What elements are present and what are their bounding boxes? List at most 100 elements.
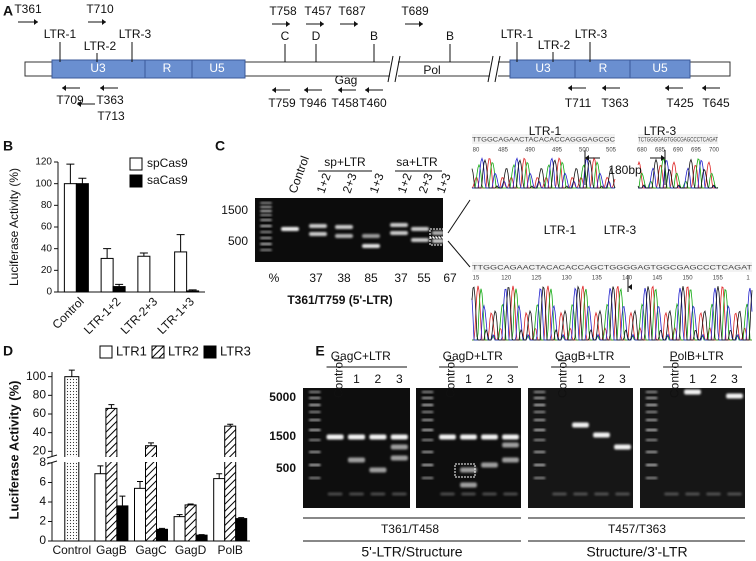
lane-label: 2 bbox=[375, 372, 382, 386]
feature-label: Gag bbox=[335, 73, 358, 87]
ladder-band bbox=[421, 439, 434, 441]
lane-label: 1 bbox=[353, 372, 360, 386]
ladder-band bbox=[308, 439, 321, 441]
bar bbox=[224, 425, 237, 542]
region-label: U5 bbox=[652, 61, 668, 75]
error-bar bbox=[137, 481, 143, 489]
gel-band bbox=[614, 444, 631, 450]
feature-label: T710 bbox=[86, 2, 114, 16]
lane-label: 2+3 bbox=[416, 171, 436, 195]
lane-label: 3 bbox=[619, 372, 626, 386]
lane-label: 3 bbox=[731, 372, 738, 386]
error-bar bbox=[97, 465, 104, 474]
feature-label: T946 bbox=[299, 96, 327, 110]
legend-label: LTR1 bbox=[116, 343, 147, 358]
error-bar bbox=[187, 503, 194, 505]
arrow-head bbox=[304, 87, 308, 93]
ladder-band bbox=[421, 464, 434, 466]
lane-label: 1+3 bbox=[367, 171, 387, 195]
gel bbox=[416, 388, 521, 508]
x-tick-label: LTR-1+2 bbox=[81, 294, 124, 337]
feature-label: B bbox=[446, 29, 454, 43]
y-tick-label: 6 bbox=[39, 475, 46, 489]
highlight-box bbox=[454, 463, 476, 478]
gel-band bbox=[481, 462, 498, 468]
bar bbox=[134, 487, 146, 542]
ladder-band bbox=[308, 419, 321, 421]
bar bbox=[235, 518, 248, 542]
error-bar bbox=[78, 177, 87, 184]
panel-label: A bbox=[3, 3, 13, 19]
ladder-band bbox=[533, 419, 546, 421]
primer-dimer bbox=[482, 492, 497, 496]
sequence-position: 125 bbox=[531, 276, 542, 282]
primer-pair: T457/T363 bbox=[608, 522, 666, 536]
gel-band bbox=[726, 393, 743, 399]
arrow-head bbox=[62, 85, 66, 91]
lane-label: 1 bbox=[577, 372, 584, 386]
region-label: U3 bbox=[535, 61, 551, 75]
percent-value: 37 bbox=[309, 271, 323, 285]
ladder-band bbox=[260, 202, 272, 204]
ladder-band bbox=[533, 464, 546, 466]
primer-dimer bbox=[727, 492, 742, 496]
ladder-band bbox=[260, 237, 272, 239]
lane-label: Control bbox=[444, 359, 458, 398]
bar bbox=[100, 257, 114, 293]
bar bbox=[94, 473, 107, 542]
sequence-position: 1 bbox=[746, 276, 750, 282]
percent-value: 38 bbox=[337, 271, 351, 285]
panel-label: C bbox=[215, 138, 225, 154]
gel-band bbox=[309, 232, 327, 236]
primer-dimer bbox=[391, 492, 407, 496]
ladder-band bbox=[533, 397, 546, 399]
arrow-head bbox=[100, 85, 104, 91]
feature-label: LTR-1 bbox=[501, 27, 534, 41]
legend-swatch bbox=[99, 345, 113, 359]
primer-dimer bbox=[461, 492, 476, 496]
lane-label: Control bbox=[556, 359, 570, 398]
lane-label: 1 bbox=[689, 372, 696, 386]
gel-band bbox=[432, 231, 444, 235]
region-label: R bbox=[599, 61, 608, 75]
gel-band bbox=[362, 234, 380, 238]
arrow-head bbox=[354, 21, 358, 27]
arrow-head bbox=[628, 284, 632, 290]
percent-value: 85 bbox=[364, 271, 378, 285]
pointer-arrow bbox=[447, 240, 471, 268]
marker-label: 5000 bbox=[269, 390, 296, 404]
ladder-band bbox=[421, 404, 434, 406]
gel-band bbox=[390, 434, 408, 440]
arrow-head bbox=[102, 19, 106, 25]
ladder-band bbox=[533, 451, 546, 453]
primer-dimer bbox=[440, 492, 455, 496]
break-mark bbox=[46, 460, 58, 465]
arrow-head bbox=[365, 87, 369, 93]
sequence-label: LTR-3 bbox=[604, 223, 637, 237]
gel-band bbox=[502, 457, 519, 463]
gel-band bbox=[347, 434, 366, 440]
ladder-band bbox=[308, 391, 321, 393]
gel-title: PolB+LTR bbox=[670, 349, 724, 363]
feature-label: T689 bbox=[401, 4, 429, 18]
arrow-head bbox=[585, 155, 589, 161]
chromatogram-trace bbox=[471, 287, 753, 341]
panel-label: E bbox=[315, 343, 324, 359]
error-bar bbox=[227, 423, 234, 427]
gel-band bbox=[572, 422, 589, 428]
sequence-text: TTGGCAGAACTACACACCAGGGAGCGC bbox=[472, 138, 616, 144]
y-tick-label: 60 bbox=[33, 406, 47, 420]
ladder-band bbox=[645, 397, 658, 399]
ladder-band bbox=[645, 451, 658, 453]
error-bar bbox=[188, 289, 197, 291]
y-tick-label: 120 bbox=[35, 157, 52, 168]
sequence-text: TCTGGGGAGTGGCGAGCCCTCAGAT bbox=[638, 138, 718, 144]
sequence-position: 485 bbox=[498, 148, 509, 154]
ladder-band bbox=[533, 404, 546, 406]
gel-band bbox=[481, 434, 498, 440]
x-tick-label: Control bbox=[52, 543, 91, 557]
x-tick-label: PolB bbox=[218, 543, 243, 557]
ladder-band bbox=[260, 249, 272, 251]
arrow-head bbox=[34, 19, 38, 25]
sequence-strip bbox=[472, 262, 752, 272]
